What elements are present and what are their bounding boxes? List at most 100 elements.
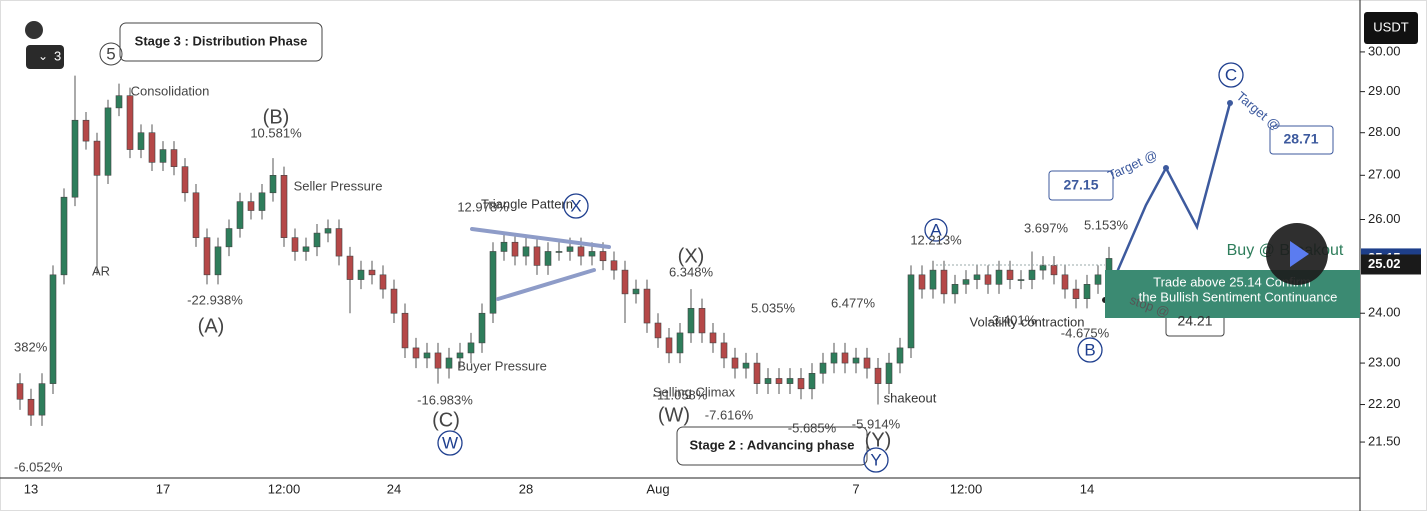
candle-body <box>918 274 926 290</box>
candle-body <box>236 201 244 229</box>
candle-body <box>313 232 321 248</box>
candle-body <box>819 362 827 374</box>
candle-body <box>533 246 541 266</box>
candle-body <box>159 149 167 163</box>
candle-body <box>709 332 717 344</box>
projection-point <box>1163 165 1169 171</box>
annotation: -16.983% <box>417 392 473 407</box>
y-tick-label: 23.00 <box>1368 355 1401 370</box>
candle-body <box>1094 274 1102 285</box>
candle-body <box>896 347 904 364</box>
y-tick-label: 26.00 <box>1368 211 1401 226</box>
candle-body <box>1050 265 1058 276</box>
candle-body <box>434 352 442 369</box>
candle-body <box>566 246 574 252</box>
candle-body <box>632 288 640 295</box>
candle-body <box>16 383 24 400</box>
candle-body <box>203 237 211 276</box>
candle-body <box>731 357 739 369</box>
candle-body <box>302 246 310 252</box>
play-icon <box>1290 241 1309 267</box>
candle-body <box>82 119 90 142</box>
candle-body <box>522 246 530 257</box>
candle-body <box>269 175 277 194</box>
candle-body <box>346 255 354 280</box>
wave-circle <box>99 42 123 66</box>
candle-body <box>247 201 255 211</box>
candle-body <box>621 269 629 295</box>
annotation: -6.052% <box>14 459 63 474</box>
candle-body <box>1017 279 1025 281</box>
annotation: A <box>930 220 942 239</box>
annotation: (Y) <box>865 429 892 451</box>
candle-body <box>775 378 783 384</box>
annotation: Selling Climax <box>653 384 736 399</box>
indicator-count: 3 <box>54 48 61 63</box>
x-tick-label: 12:00 <box>950 481 983 496</box>
candle-body <box>104 107 112 176</box>
candle-body <box>951 284 959 295</box>
candle-body <box>764 378 772 384</box>
candle-body <box>214 246 222 276</box>
annotation: (X) <box>678 245 705 267</box>
candle-body <box>38 383 46 416</box>
annotation: 5 <box>106 44 115 63</box>
candle-body <box>390 288 398 314</box>
price-label: 25.02 <box>1368 256 1401 271</box>
candle-body <box>401 312 409 349</box>
annotation: Triangle Pattern <box>481 196 573 211</box>
layers-button[interactable] <box>26 45 64 69</box>
annotation: Stage 3 : Distribution Phase <box>135 33 308 48</box>
candle-body <box>467 342 475 354</box>
candle-body <box>1028 269 1036 280</box>
x-tick-label: 17 <box>156 481 170 496</box>
candle-body <box>357 269 365 280</box>
annotation: Consolidation <box>131 83 210 98</box>
candle-body <box>27 398 35 416</box>
x-tick-label: 13 <box>24 481 38 496</box>
logo[interactable] <box>25 21 43 39</box>
trade-box <box>1105 270 1360 318</box>
currency-box[interactable] <box>1364 12 1418 44</box>
candle-body <box>93 140 101 176</box>
candle-body <box>544 251 552 266</box>
annotation: Seller Pressure <box>294 178 383 193</box>
annotation: X <box>570 196 581 215</box>
candle-body <box>753 362 761 384</box>
candle-body <box>676 332 684 354</box>
x-tick-label: 28 <box>519 481 533 496</box>
y-tick-label: 30.00 <box>1368 43 1401 58</box>
candle-body <box>962 279 970 285</box>
candle-body <box>885 362 893 384</box>
currency: USDT <box>1373 19 1408 34</box>
wave-circle <box>1218 62 1244 88</box>
candle-body <box>489 251 497 314</box>
candle-body <box>929 269 937 290</box>
candle-body <box>1083 284 1091 299</box>
annotation: C <box>1225 65 1237 84</box>
stage2-box <box>676 426 868 466</box>
candle-body <box>973 274 981 280</box>
annotation: (W) <box>658 404 690 426</box>
candle-body <box>335 228 343 257</box>
candle-body <box>379 274 387 290</box>
x-tick-label: 12:00 <box>268 481 301 496</box>
triangle-lower <box>496 268 596 301</box>
candle-body <box>445 357 453 369</box>
candle-body <box>148 132 156 163</box>
x-tick-label: 7 <box>852 481 859 496</box>
annotation: shakeout <box>884 390 937 405</box>
candle-body <box>654 322 662 339</box>
annotation: Trade above 25.14 Confirm <box>1153 274 1311 289</box>
candle-body <box>808 373 816 390</box>
annotation: -3.401% <box>988 312 1037 327</box>
annotation: (A) <box>198 315 225 337</box>
annotation: -5.685% <box>788 420 837 435</box>
candle-body <box>1039 265 1047 271</box>
wave-circle <box>863 447 889 473</box>
target2-box <box>1269 125 1334 155</box>
annotation: 12.978% <box>457 199 509 214</box>
candle-body <box>874 367 882 384</box>
